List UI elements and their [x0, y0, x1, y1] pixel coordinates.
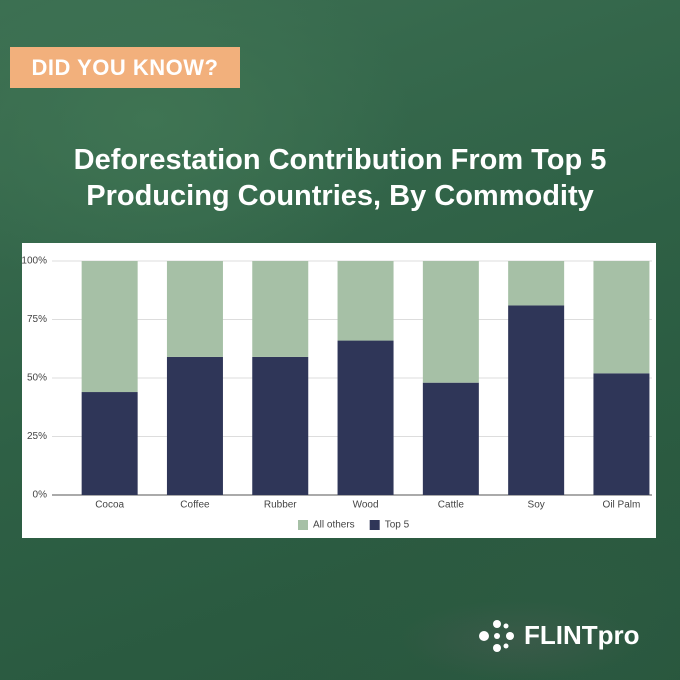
y-tick-label: 100% [21, 256, 47, 267]
bar-segment [166, 356, 223, 495]
x-tick-label: Oil Palm [603, 500, 641, 511]
badge: DID YOU KNOW? [10, 47, 240, 88]
chart-title: Deforestation Contribution From Top 5 Pr… [73, 144, 607, 212]
bar-segment [422, 382, 479, 495]
legend-swatch [369, 520, 380, 530]
x-tick-label: Soy [528, 500, 545, 511]
bar-segment [422, 261, 479, 383]
bar-segment [508, 305, 565, 495]
bar-segment [593, 373, 650, 495]
logo-icon [479, 620, 514, 652]
brand-name: FLINTpro [524, 620, 640, 650]
bar-segment [337, 340, 394, 495]
legend-label: Top 5 [385, 520, 410, 531]
y-tick-label: 75% [27, 314, 47, 325]
x-tick-label: Rubber [264, 500, 297, 511]
y-tick-label: 50% [27, 373, 47, 384]
bar-segment [81, 261, 138, 393]
bar-segment [508, 261, 565, 306]
y-tick-label: 25% [27, 431, 47, 442]
bar-segment [252, 261, 309, 357]
bar-segment [337, 261, 394, 341]
bar-segment [81, 392, 138, 495]
x-tick-label: Cattle [438, 500, 465, 511]
bar-segment [593, 261, 650, 374]
x-tick-label: Wood [353, 500, 379, 511]
legend-swatch [298, 520, 308, 530]
x-tick-label: Cocoa [95, 500, 124, 511]
x-tick-label: Coffee [180, 500, 210, 511]
bar-segment [252, 356, 309, 495]
bar-segment [166, 261, 223, 357]
legend-label: All others [313, 520, 355, 531]
y-tick-label: 0% [33, 490, 48, 501]
